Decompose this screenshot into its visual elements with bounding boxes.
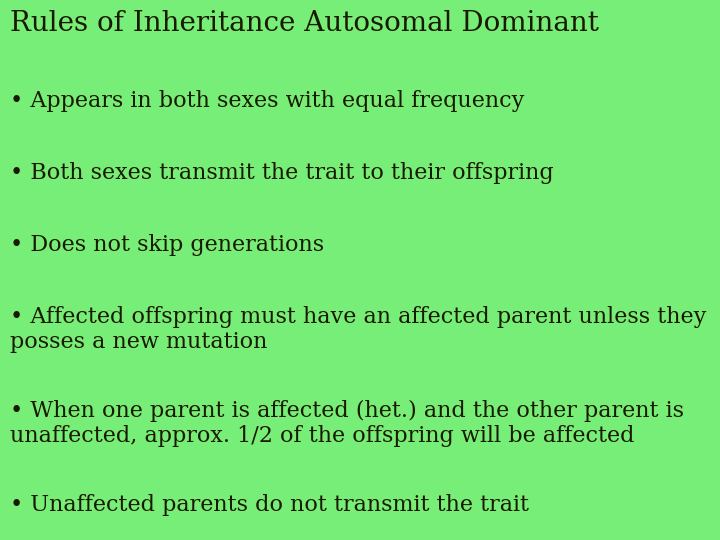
Text: • Does not skip generations: • Does not skip generations <box>10 234 324 256</box>
Text: • Affected offspring must have an affected parent unless they
posses a new mutat: • Affected offspring must have an affect… <box>10 306 706 353</box>
Text: • Appears in both sexes with equal frequency: • Appears in both sexes with equal frequ… <box>10 90 524 112</box>
Text: • Both sexes transmit the trait to their offspring: • Both sexes transmit the trait to their… <box>10 162 554 184</box>
Text: Rules of Inheritance Autosomal Dominant: Rules of Inheritance Autosomal Dominant <box>10 10 599 37</box>
Text: • When one parent is affected (het.) and the other parent is
unaffected, approx.: • When one parent is affected (het.) and… <box>10 400 684 448</box>
Text: • Unaffected parents do not transmit the trait: • Unaffected parents do not transmit the… <box>10 494 529 516</box>
